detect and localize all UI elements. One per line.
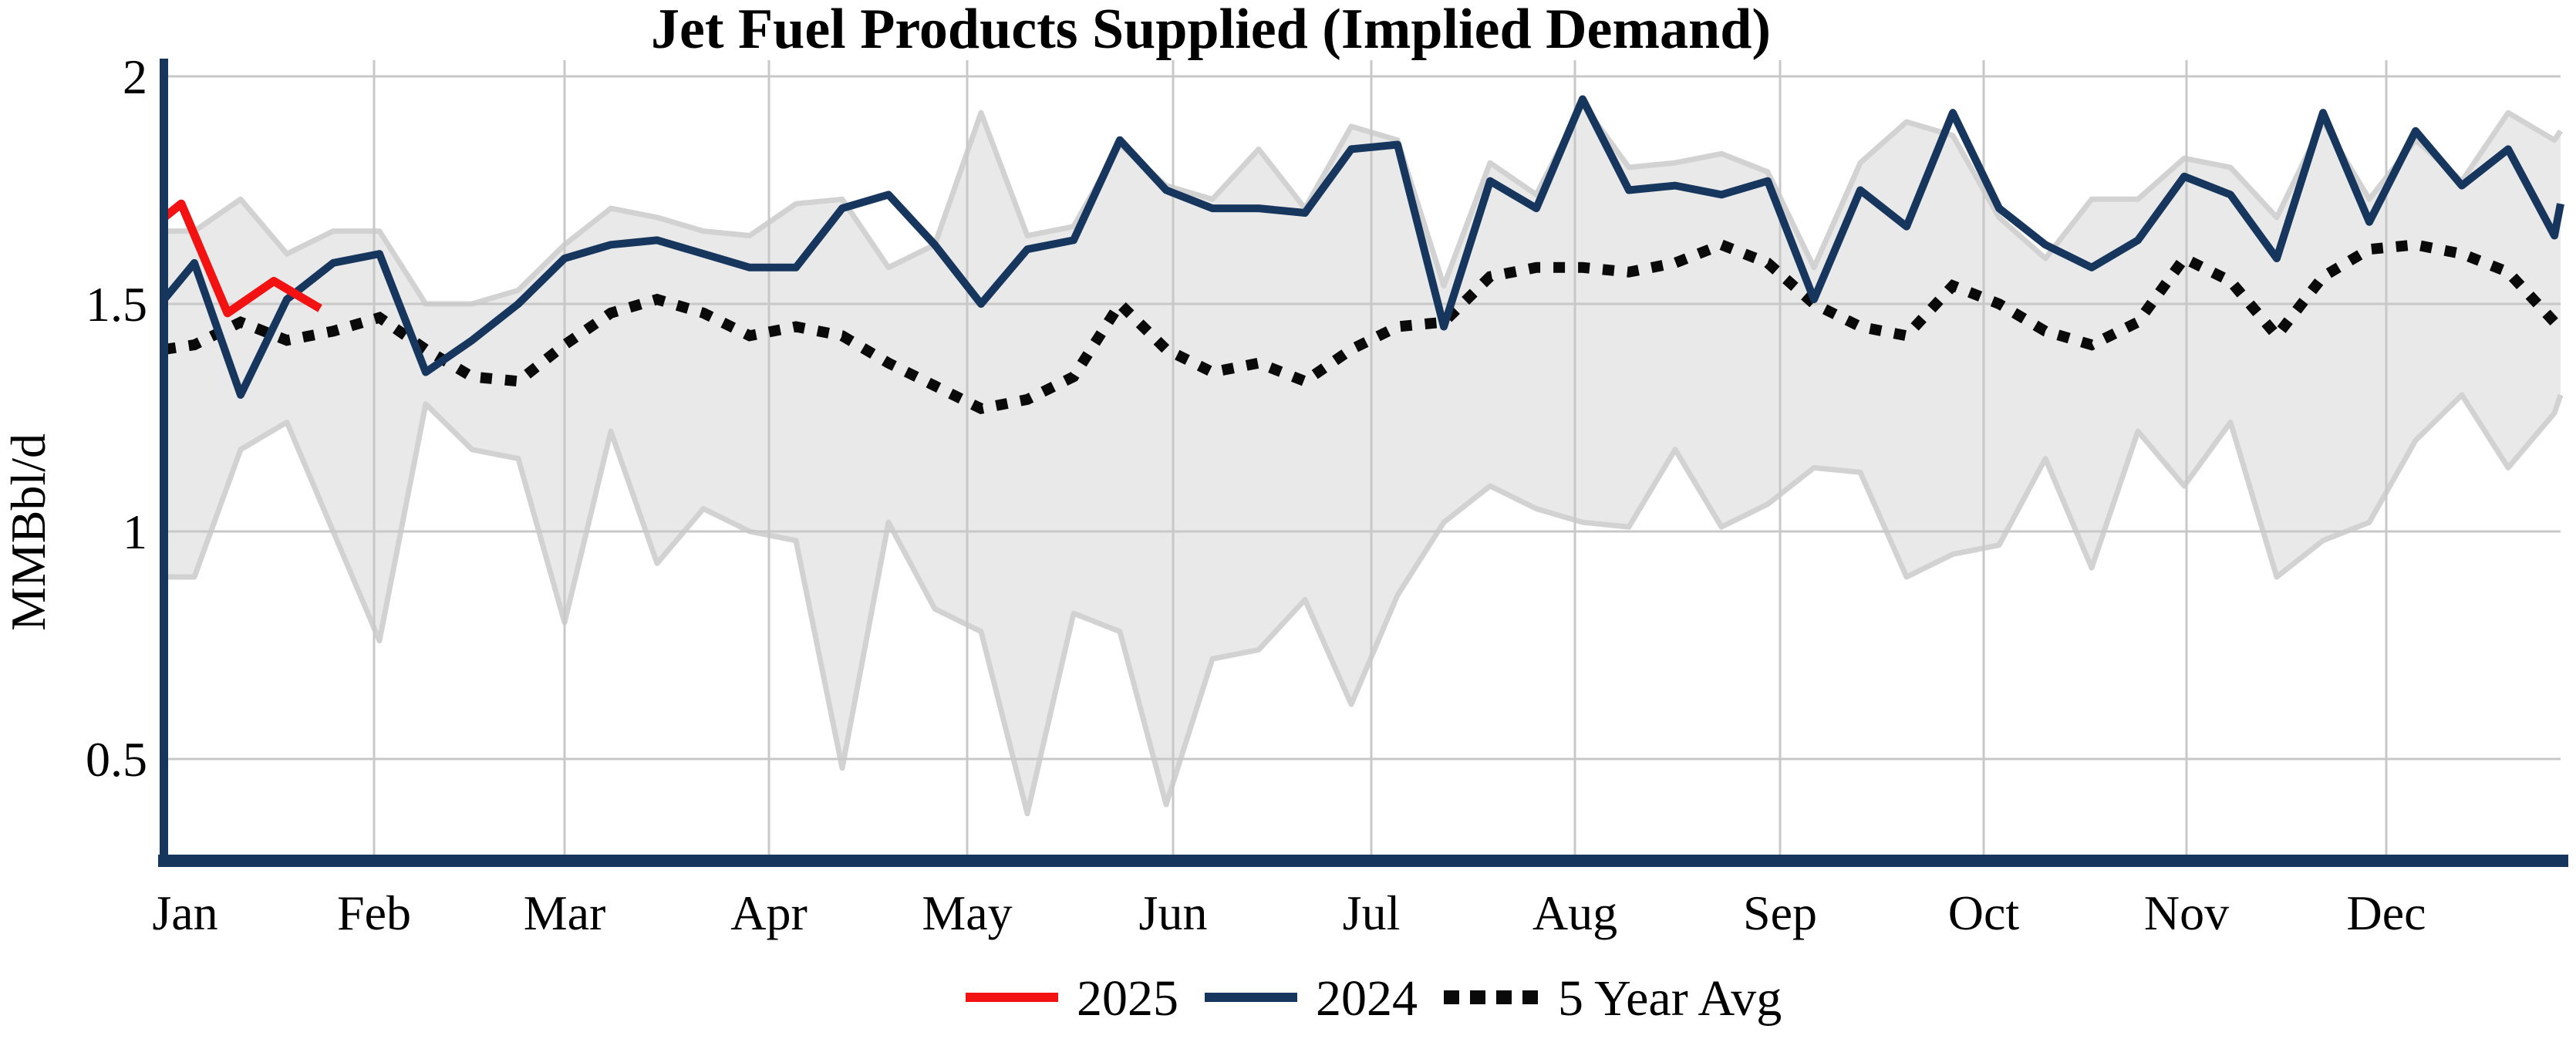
- x-tick-label-May: May: [922, 885, 1012, 940]
- five-year-range-upper-edge: [164, 100, 2563, 307]
- x-axis-spine: [158, 855, 2568, 867]
- legend-label-2025: 2025: [1077, 970, 1178, 1027]
- x-tick-label-Aug: Aug: [1532, 885, 1617, 940]
- legend: 2025 2024 5 Year Avg: [966, 970, 1782, 1027]
- x-tick-label-Apr: Apr: [730, 885, 808, 940]
- legend-item-2025: 2025: [966, 970, 1178, 1027]
- five-year-range-band: [164, 100, 2564, 817]
- x-tick-label-Mar: Mar: [524, 885, 606, 940]
- x-tick-label-Sep: Sep: [1743, 885, 1817, 940]
- five-year-range-lower-edge: [164, 392, 2564, 817]
- x-axis-month-labels: Jan Feb Mar Apr May Jun Jul Aug Sep Oct Nov Dec: [152, 885, 2426, 940]
- x-tick-label-Nov: Nov: [2144, 885, 2229, 940]
- series-5yr-avg-dotted-line: [163, 238, 2565, 415]
- series-2025-line: [161, 199, 322, 318]
- y-tick-label-1: 1: [123, 504, 147, 559]
- x-tick-label-Dec: Dec: [2346, 885, 2426, 940]
- axes-spines: [158, 59, 2568, 867]
- x-tick-label-Jan: Jan: [152, 885, 217, 940]
- legend-label-2024: 2024: [1316, 970, 1418, 1027]
- data-series: [161, 95, 2565, 415]
- x-tick-label-Jun: Jun: [1139, 885, 1208, 940]
- five-year-range-fill: [164, 103, 2561, 814]
- x-tick-label-Jul: Jul: [1343, 885, 1401, 940]
- legend-item-2024: 2024: [1205, 970, 1418, 1027]
- chart-title: Jet Fuel Products Supplied (Implied Dema…: [651, 0, 1771, 61]
- legend-item-5yr-avg: 5 Year Avg: [1444, 970, 1782, 1027]
- x-tick-label-Feb: Feb: [337, 885, 411, 940]
- y-axis-label: MMBbl/d: [1, 433, 56, 631]
- y-tick-label-2: 2: [123, 49, 147, 104]
- y-tick-label-0.5: 0.5: [86, 732, 147, 787]
- x-tick-label-Oct: Oct: [1948, 885, 2020, 940]
- legend-label-5yr-avg: 5 Year Avg: [1558, 970, 1782, 1027]
- series-2024-line: [161, 95, 2564, 399]
- y-axis-tick-labels: 2 1.5 1 0.5: [86, 49, 147, 787]
- y-axis-spine: [160, 59, 168, 867]
- y-tick-label-1.5: 1.5: [86, 277, 147, 332]
